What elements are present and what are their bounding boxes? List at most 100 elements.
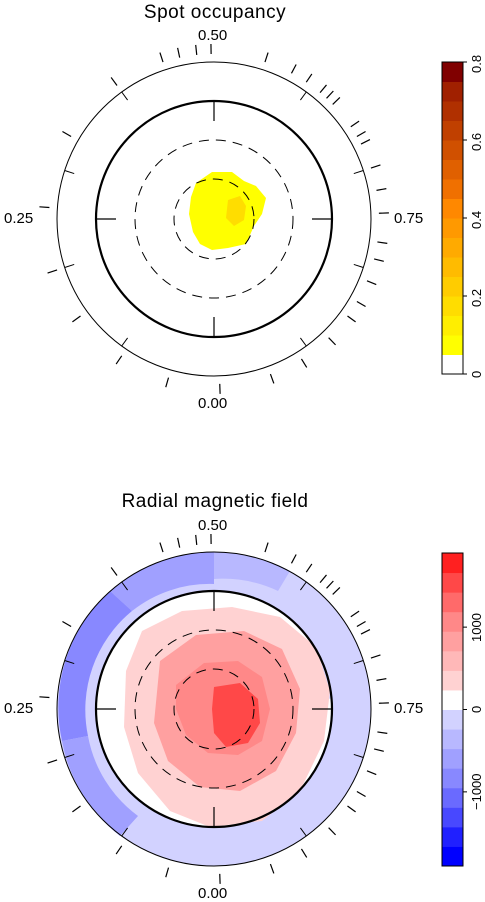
- radial-field-panel: Radial magnetic field 0.50 0.25 0.75 0.0…: [0, 451, 485, 902]
- observation-phase-marks-2: [39, 534, 389, 884]
- observation-mark: [110, 77, 118, 86]
- latitude-circle-60: [173, 668, 255, 750]
- spot-region-core: [226, 196, 246, 226]
- phase-tick: [121, 91, 129, 101]
- observation-mark: [72, 315, 81, 323]
- phase-tick: [121, 827, 129, 837]
- observation-mark: [347, 315, 356, 323]
- negative-field-patch-right: [304, 611, 342, 701]
- observation-mark: [264, 52, 269, 63]
- phase-label-right: 0.75: [394, 210, 424, 227]
- spot-occupancy-panel: Spot occupancy 0.50 0.25 0.75 0.00 0 0.2 0…: [4, 2, 484, 412]
- phase-tick: [353, 753, 364, 758]
- colorbar-tick-label: 0.2: [469, 288, 484, 307]
- observation-mark: [300, 848, 308, 858]
- colorbar-tick-label: 0.6: [469, 132, 484, 151]
- negative-field-top: [214, 551, 290, 591]
- phase-tick: [353, 263, 364, 268]
- observation-mark: [305, 563, 313, 573]
- colorbar-tick-label: 1000: [469, 612, 484, 642]
- observation-mark: [332, 587, 341, 595]
- map-title: Spot occupancy: [143, 2, 287, 23]
- observation-mark: [159, 52, 164, 63]
- phase-label-left: 0.25: [4, 210, 34, 227]
- observation-mark: [376, 678, 387, 681]
- observation-mark: [47, 269, 58, 274]
- observation-mark: [376, 188, 387, 191]
- spot-occupancy-map: [39, 44, 389, 394]
- observation-mark: [326, 90, 334, 99]
- negative-field-strong-left: [58, 591, 132, 741]
- outer-limb-circle: [56, 61, 372, 377]
- observation-mark: [39, 206, 50, 209]
- latitude-circle-60: [173, 178, 255, 260]
- colorbar-tick-label: 0.4: [469, 210, 484, 229]
- observation-mark: [356, 790, 366, 798]
- phase-tick: [353, 660, 364, 665]
- observation-mark: [165, 377, 170, 388]
- phase-tick: [121, 337, 129, 347]
- observation-mark: [373, 748, 384, 752]
- observation-mark: [366, 770, 377, 776]
- observation-mark: [360, 629, 371, 635]
- phase-ticks-outer-2: [64, 581, 364, 837]
- observation-mark: [290, 554, 297, 564]
- latitude-circle-30: [134, 629, 294, 789]
- observation-mark: [72, 805, 81, 813]
- phase-tick: [64, 753, 75, 758]
- phase-tick: [299, 581, 307, 591]
- phase-tick: [299, 337, 307, 347]
- observation-mark: [370, 164, 381, 169]
- colorbar-tick-label: 0: [469, 370, 484, 378]
- latitude-circle-30: [134, 139, 294, 299]
- observation-mark: [62, 130, 72, 138]
- observation-mark: [165, 867, 170, 878]
- observation-mark: [328, 337, 336, 346]
- observation-mark: [350, 120, 360, 128]
- phase-label-top: 0.50: [198, 517, 228, 534]
- observation-mark: [300, 358, 308, 368]
- observation-mark: [319, 84, 327, 93]
- observation-mark: [110, 567, 118, 576]
- phase-label-left: 0.25: [4, 700, 34, 717]
- observation-phase-marks-1: [39, 44, 389, 394]
- observation-mark: [177, 537, 181, 548]
- observation-mark: [350, 610, 360, 618]
- observation-mark: [356, 300, 366, 308]
- observation-mark: [326, 580, 334, 589]
- phase-tick: [64, 660, 75, 665]
- observation-mark: [195, 44, 198, 55]
- observation-mark: [356, 130, 366, 138]
- colorbar-tick-label: 0: [469, 705, 484, 714]
- observation-mark: [332, 97, 341, 105]
- map-title: Radial magnetic field: [121, 491, 309, 512]
- observation-mark: [370, 654, 381, 659]
- phase-label-right: 0.75: [394, 700, 424, 717]
- phase-ticks-outer-1: [64, 91, 364, 347]
- phase-tick: [121, 581, 129, 591]
- observation-mark: [347, 805, 356, 813]
- colorbar-tick-label: −1000: [469, 773, 484, 810]
- observation-mark: [290, 64, 297, 74]
- observation-mark: [366, 280, 377, 286]
- observation-mark: [269, 373, 275, 384]
- phase-label-top: 0.50: [198, 27, 228, 44]
- colorbar-tick-label: 0.8: [469, 54, 484, 73]
- phase-tick: [353, 170, 364, 175]
- observation-mark: [39, 696, 50, 699]
- negative-field-left-lower: [62, 736, 138, 836]
- phase-label-bottom: 0.00: [198, 395, 228, 412]
- observation-mark: [177, 47, 181, 58]
- observation-mark: [377, 241, 388, 244]
- observation-mark: [319, 574, 327, 583]
- observation-mark: [115, 845, 123, 855]
- phase-tick: [299, 827, 307, 837]
- phase-tick: [64, 263, 75, 268]
- observation-mark: [356, 620, 366, 628]
- observation-mark: [159, 542, 164, 553]
- observation-mark: [264, 542, 269, 553]
- negative-field-strong: [110, 551, 214, 611]
- observation-mark: [305, 73, 313, 83]
- phase-tick: [64, 170, 75, 175]
- observation-mark: [115, 355, 123, 365]
